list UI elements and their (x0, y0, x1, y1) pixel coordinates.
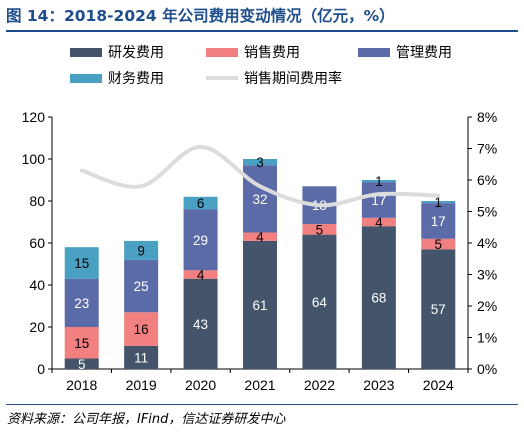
bar-segment (243, 159, 277, 166)
bar-segment (421, 203, 456, 239)
data-label: 15 (74, 336, 89, 351)
data-label: 64 (312, 295, 328, 310)
bar-segment (183, 209, 218, 271)
y-right-tick-label: 0% (477, 361, 497, 377)
x-tick-label: 2020 (185, 377, 216, 393)
data-label: 4 (375, 215, 383, 230)
data-label: 17 (431, 214, 446, 229)
data-label: 5 (78, 357, 86, 372)
x-tick-label: 2019 (126, 377, 157, 393)
bar-segment (243, 232, 277, 241)
data-label: 29 (193, 233, 208, 248)
data-label: 43 (193, 317, 208, 332)
y-left-tick-label: 40 (29, 277, 45, 293)
y-right-tick-label: 8% (477, 109, 497, 125)
bar-segment (361, 180, 396, 183)
legend-label: 销售期间费用率 (244, 70, 342, 86)
bar-segment (361, 217, 396, 227)
y-left-tick-label: 80 (29, 193, 45, 209)
source-note: 资料来源：公司年报，IFind，信达证券研发中心 (7, 412, 286, 427)
figure-title: 图 14：2018-2024 年公司费用变动情况（亿元，%） (6, 7, 395, 25)
data-label: 25 (134, 279, 149, 294)
legend-label: 研发费用 (108, 44, 164, 60)
data-label: 15 (74, 256, 89, 271)
bar-segment (421, 201, 456, 204)
x-tick-label: 2018 (66, 377, 97, 393)
y-right-tick-label: 4% (477, 235, 497, 251)
y-left-tick-label: 60 (29, 235, 45, 251)
data-label: 32 (252, 192, 267, 207)
bar-segment (64, 327, 99, 359)
legend-label: 管理费用 (396, 44, 452, 60)
y-right-tick-label: 5% (477, 204, 497, 220)
bar-segment (361, 226, 396, 369)
bar-segment (183, 270, 218, 279)
x-tick-label: 2023 (363, 377, 394, 393)
data-label: 23 (74, 296, 89, 311)
bar-segment (421, 249, 456, 369)
data-label: 9 (137, 243, 145, 258)
legend-swatch (70, 48, 102, 57)
data-label: 16 (134, 322, 149, 337)
legend-label: 销售费用 (244, 44, 300, 60)
data-label: 11 (134, 350, 148, 365)
data-label: 17 (371, 193, 386, 208)
footer-divider (6, 404, 518, 405)
y-left-tick-label: 120 (22, 109, 46, 125)
data-label: 5 (316, 222, 324, 237)
bar-segment (124, 240, 159, 260)
bar-segment (64, 358, 99, 369)
bar-segment (361, 182, 396, 218)
bar-segment (302, 224, 337, 235)
data-label: 61 (252, 298, 267, 313)
bar-segment (124, 345, 159, 369)
y-right-tick-label: 6% (477, 172, 497, 188)
bar-segment (183, 196, 218, 210)
data-label: 6 (197, 196, 205, 211)
data-label: 5 (435, 237, 443, 252)
legend-swatch (70, 74, 102, 83)
legend-swatch (206, 48, 238, 57)
legend-swatch (358, 48, 390, 57)
bar-segment (124, 259, 159, 313)
bar-segment (183, 278, 218, 369)
bar-segment (124, 312, 159, 346)
data-label: 3 (256, 155, 264, 170)
data-label: 57 (431, 302, 446, 317)
y-left-tick-label: 20 (29, 319, 45, 335)
y-left-tick-label: 0 (37, 361, 45, 377)
x-tick-label: 2024 (423, 377, 454, 393)
bar-segment (64, 278, 99, 327)
y-right-tick-label: 2% (477, 298, 497, 314)
y-right-tick-label: 1% (477, 330, 497, 346)
y-right-tick-label: 7% (477, 141, 497, 157)
y-right-tick-label: 3% (477, 267, 497, 283)
expense-chart: 0 20 40 60 80 100 120 0% 1% 2% 3% 4% 5% 6% 7% 8% 2018 201… (22, 44, 498, 393)
expense-ratio-line (79, 144, 441, 208)
data-label: 4 (197, 268, 205, 283)
x-tick-label: 2021 (244, 377, 275, 393)
data-label: 1 (435, 195, 443, 210)
bar-segment (302, 234, 337, 369)
bar-segment (64, 247, 99, 279)
bar-segment (243, 240, 277, 369)
data-label: 1 (375, 174, 383, 189)
bar-segment (421, 238, 456, 250)
data-label: 68 (371, 291, 386, 306)
x-tick-label: 2022 (304, 377, 335, 393)
title-divider (6, 30, 518, 32)
y-left-tick-label: 100 (22, 151, 46, 167)
data-label: 4 (256, 230, 264, 245)
legend-label: 财务费用 (108, 70, 164, 86)
